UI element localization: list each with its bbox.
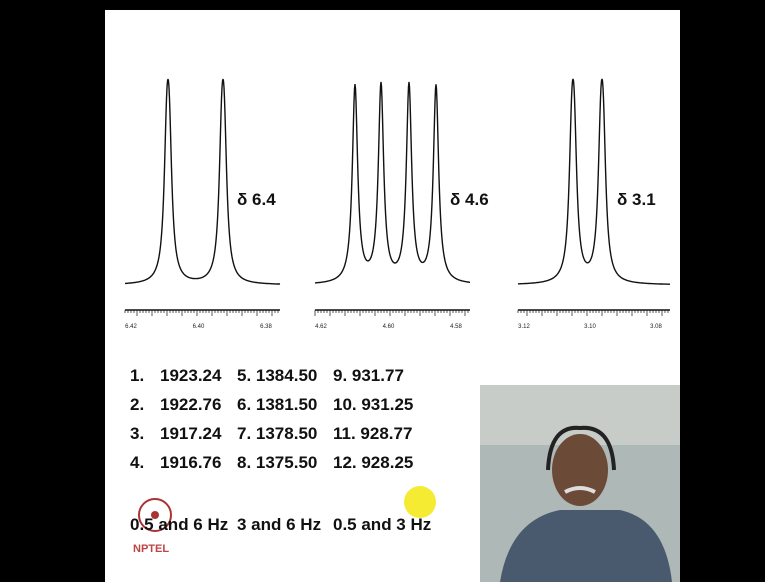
answers: 0.5 and 6 Hz 3 and 6 Hz 0.5 and 3 Hz — [130, 515, 431, 534]
list-item: 7. 1378.50 — [237, 424, 317, 443]
person-head — [552, 434, 608, 506]
list-item: 11. 928.77 — [333, 424, 412, 443]
list-item: 5. 1384.50 — [237, 366, 317, 385]
list-item: 2. — [130, 395, 144, 414]
list-item: 10. 931.25 — [333, 395, 413, 414]
webcam — [480, 385, 680, 582]
axis-label: 6.42 — [125, 324, 137, 330]
list-item: 1917.24 — [160, 424, 222, 443]
shift-label: δ 6.4 — [237, 190, 276, 209]
list-item: 1923.24 — [160, 366, 222, 385]
list-item: 1. — [130, 366, 144, 385]
answer: 0.5 and 3 Hz — [333, 515, 431, 534]
logo-text: NPTEL — [133, 543, 169, 555]
list-item: 6. 1381.50 — [237, 395, 317, 414]
axis-label: 4.60 — [383, 324, 395, 330]
axis-label: 4.62 — [315, 324, 327, 330]
screen: 6.42 6.40 6.38 δ 6.4 4.62 4.60 4.58 δ 4.6 3.12 3.… — [0, 0, 765, 582]
axis-label: 4.58 — [450, 324, 462, 330]
axis-label: 3.08 — [650, 324, 662, 330]
list-item: 9. 931.77 — [333, 366, 404, 385]
axis-label: 6.38 — [260, 324, 272, 330]
cursor-highlight — [404, 486, 436, 518]
list-item: 12. 928.25 — [333, 453, 413, 472]
list-item: 1916.76 — [160, 453, 221, 472]
list-item: 1922.76 — [160, 395, 221, 414]
list-item: 4. — [130, 453, 144, 472]
shift-label: δ 3.1 — [617, 190, 656, 209]
answer: 0.5 and 6 Hz — [130, 515, 228, 534]
axis-label: 6.40 — [193, 324, 205, 330]
list-item: 8. 1375.50 — [237, 453, 317, 472]
axis-label: 3.12 — [518, 324, 530, 330]
shift-label: δ 4.6 — [450, 190, 489, 209]
list-item: 3. — [130, 424, 144, 443]
answer: 3 and 6 Hz — [237, 515, 321, 534]
axis-label: 3.10 — [584, 324, 596, 330]
